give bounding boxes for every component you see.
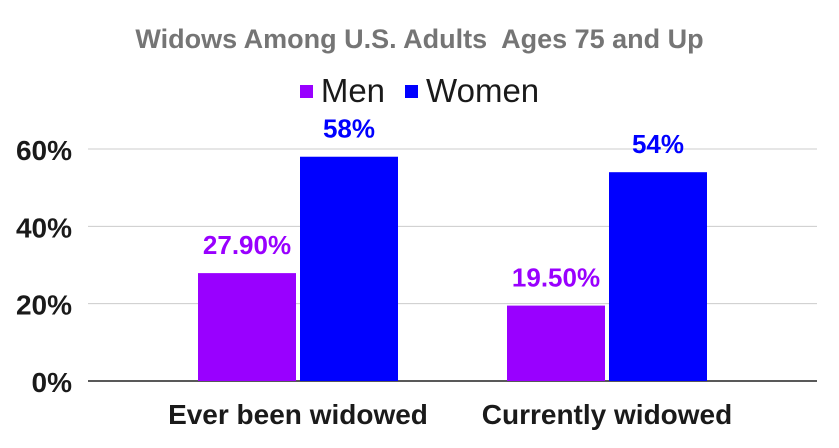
data-label-men: 27.90% (203, 230, 291, 260)
y-tick-label: 20% (16, 290, 72, 321)
bar-women (300, 156, 398, 381)
x-tick-label: Currently widowed (482, 399, 732, 430)
bar-men (507, 305, 605, 381)
legend-swatch-men (299, 84, 313, 98)
bar-women (609, 172, 707, 381)
legend-label-men: Men (320, 72, 386, 109)
data-label-men: 19.50% (512, 263, 600, 293)
y-tick-label: 0% (32, 367, 73, 398)
y-tick-label: 60% (16, 135, 72, 166)
bar-men (198, 273, 296, 381)
legend-item-women: Women (405, 72, 539, 110)
data-label-women: 58% (323, 114, 375, 144)
legend-swatch-women (405, 84, 419, 98)
chart-title: Widows Among U.S. Adults Ages 75 and Up (135, 24, 704, 54)
data-label-women: 54% (632, 129, 684, 159)
legend-item-men: Men (299, 72, 386, 110)
x-tick-label: Ever been widowed (168, 399, 428, 430)
legend-label-women: Women (426, 72, 540, 109)
y-tick-label: 40% (16, 212, 72, 243)
legend: Men Women (0, 72, 839, 110)
